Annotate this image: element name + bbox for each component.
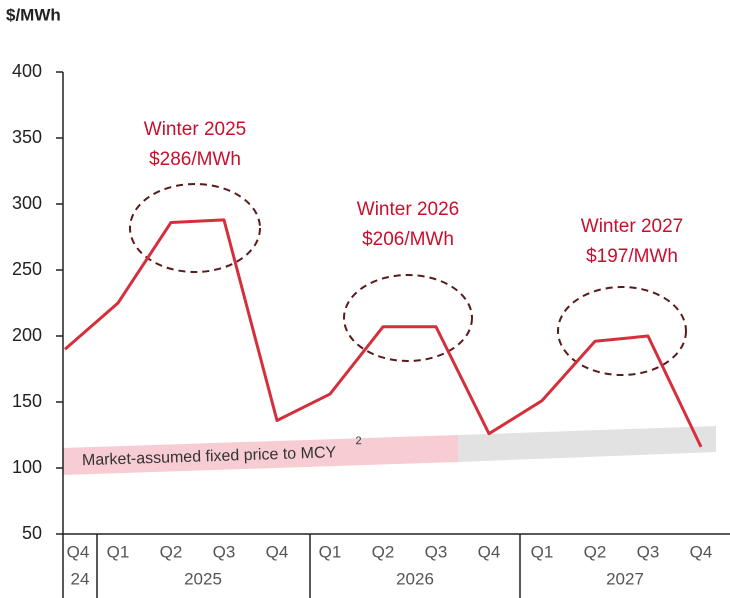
- y-tick-label: 200: [12, 325, 42, 345]
- x-tick-label: Q3: [213, 542, 236, 561]
- x-tick-label: Q1: [319, 542, 342, 561]
- x-tick-label: Q4: [67, 542, 90, 561]
- annotation: $206/MWh: [362, 229, 454, 250]
- x-tick-label: Q2: [160, 542, 183, 561]
- annotation: $197/MWh: [586, 246, 678, 267]
- y-tick-label: 400: [12, 61, 42, 81]
- y-tick-label: 300: [12, 193, 42, 213]
- highlights: [129, 183, 687, 376]
- y-tick-label: 50: [22, 523, 42, 543]
- highlight-ellipse: [557, 286, 687, 376]
- group-label: 2026: [396, 569, 434, 588]
- band-label-sup: 2: [355, 435, 361, 447]
- x-tick-label: Q3: [637, 542, 660, 561]
- band-grey: [458, 426, 716, 462]
- y-tick-label: 150: [12, 391, 42, 411]
- group-label: 2027: [606, 569, 644, 588]
- highlight-ellipse: [343, 274, 473, 362]
- x-tick-label: Q3: [425, 542, 448, 561]
- band-pink: [63, 435, 458, 475]
- x-tick-label: Q1: [531, 542, 554, 561]
- x-tick-label: Q4: [690, 542, 713, 561]
- price-line: [64, 218, 703, 448]
- x-tick-label: Q2: [584, 542, 607, 561]
- x-tick-label: Q4: [478, 542, 501, 561]
- annotation: Winter 2026: [357, 199, 459, 220]
- x-tick-label: Q1: [107, 542, 130, 561]
- highlight-ellipse: [129, 183, 261, 273]
- y-axis-label: $/MWh: [6, 5, 61, 24]
- group-label: 24: [71, 569, 90, 588]
- group-label: 2025: [184, 569, 222, 588]
- annotation: $286/MWh: [149, 149, 241, 170]
- x-tick-label: Q2: [372, 542, 395, 561]
- annotation: Winter 2027: [581, 216, 683, 237]
- y-tick-label: 250: [12, 259, 42, 279]
- y-tick-label: 350: [12, 127, 42, 147]
- y-tick-label: 100: [12, 457, 42, 477]
- x-tick-label: Q4: [266, 542, 289, 561]
- annotation: Winter 2025: [144, 119, 246, 140]
